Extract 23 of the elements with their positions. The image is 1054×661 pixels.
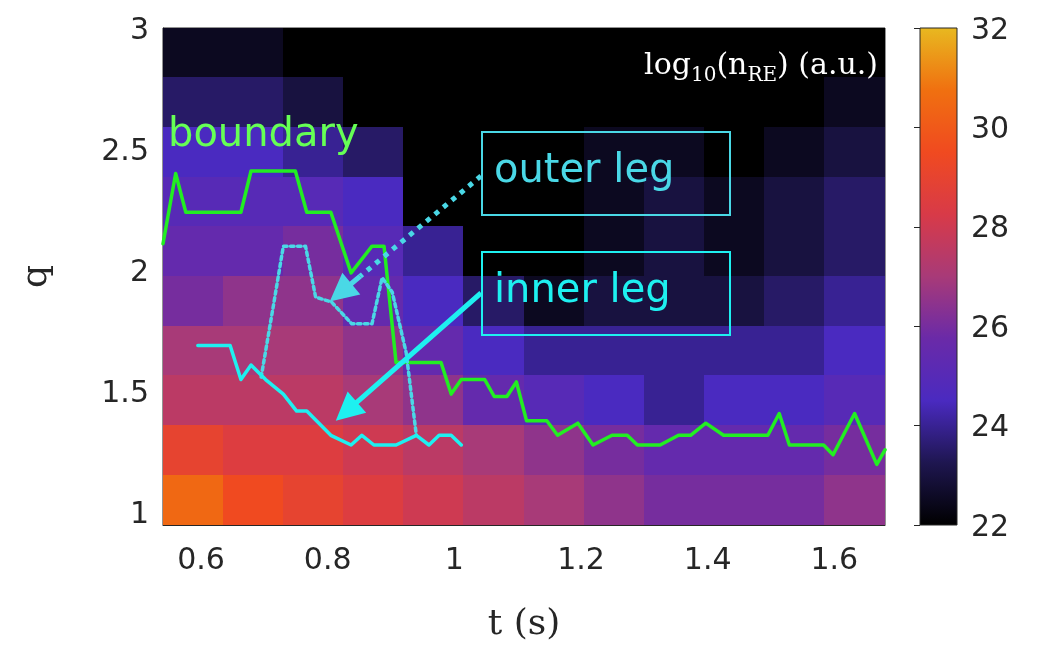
x-tick-label: 0.6: [177, 540, 225, 576]
color-bar-label: 32: [971, 10, 1010, 46]
color-bar-label: 30: [971, 109, 1010, 145]
y-tick-label: 1.5: [101, 374, 149, 410]
y-axis-title: q: [12, 264, 54, 289]
y-tick-label: 1: [129, 495, 149, 531]
x-axis-title: t (s): [487, 600, 561, 642]
text: inner leg: [494, 265, 671, 311]
color-bar-label: 22: [971, 507, 1010, 543]
x-tick-label: 1.4: [683, 540, 732, 576]
color-bar-label: 26: [971, 308, 1010, 344]
series-label: boundary: [168, 109, 359, 155]
x-tick-label: 0.8: [303, 540, 352, 576]
y-tick-label: 3: [129, 10, 149, 46]
color-bar-label: 24: [971, 408, 1010, 444]
x-tick-label: 1: [444, 540, 464, 576]
x-tick-label: 1.6: [810, 540, 859, 576]
x-tick-label: 1.2: [557, 540, 605, 576]
line-series: [196, 343, 464, 447]
y-tick-label: 2.5: [101, 131, 149, 167]
text: outer leg: [494, 145, 675, 191]
y-tick-label: 2: [129, 252, 149, 288]
color-bar-label: 28: [971, 209, 1010, 245]
